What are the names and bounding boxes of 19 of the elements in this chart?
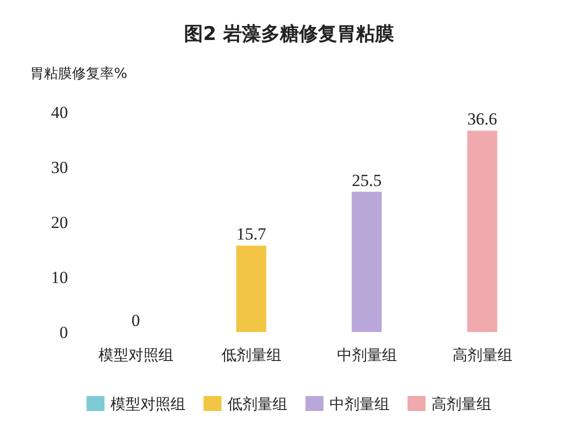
y-axis-title: 胃粘膜修复率% (30, 66, 128, 82)
legend-label: 高剂量组 (432, 395, 492, 413)
x-tick-label: 高剂量组 (452, 346, 512, 364)
data-label: 36.6 (467, 110, 498, 129)
legend-label: 低剂量组 (228, 395, 288, 413)
y-tick-label: 0 (60, 323, 68, 342)
x-tick-label: 中剂量组 (336, 346, 397, 364)
data-label: 25.5 (352, 170, 382, 190)
y-tick-label: 40 (51, 103, 68, 122)
y-tick-label: 30 (51, 158, 68, 177)
y-tick-label: 20 (51, 213, 68, 232)
series: 0 (132, 311, 140, 330)
x-tick-label: 模型对照组 (98, 346, 174, 364)
y-tick-label: 10 (51, 268, 68, 287)
x-tick-label: 低剂量组 (221, 346, 282, 364)
legend-label: 模型对照组 (110, 395, 186, 413)
chart-title: 图2 岩藻多糖修复胃粘膜 (184, 23, 394, 45)
data-label: 15.7 (236, 224, 267, 244)
legend-label: 中剂量组 (330, 395, 390, 413)
